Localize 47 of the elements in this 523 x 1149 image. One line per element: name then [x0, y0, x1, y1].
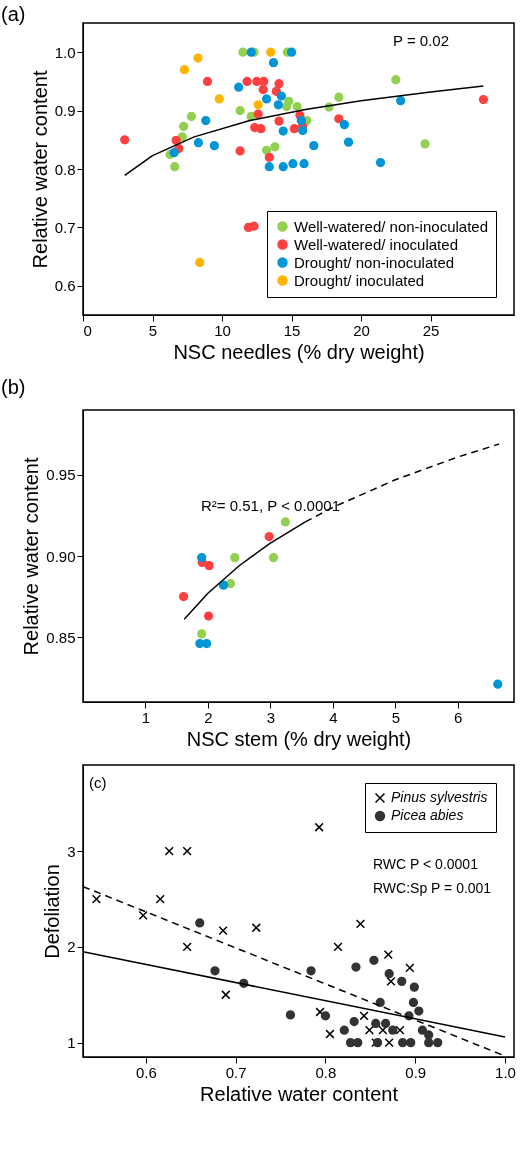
annotation: R²= 0.51, P < 0.0001 [201, 497, 340, 514]
legend-label: Pinus sylvestris [391, 789, 488, 805]
legend-label: Drought/ non-inoculated [294, 253, 455, 271]
legend-label: Drought/ inoculated [294, 271, 425, 289]
y-tick-label: 0.6 [54, 277, 76, 295]
text: (c) [89, 774, 107, 791]
x-tick-label: 3 [266, 708, 276, 726]
annotation: RWC:Sp P = 0.001 [373, 880, 492, 896]
x-axis-title: Relative water content [200, 1082, 399, 1105]
x-axis-title: NSC stem (% dry weight) [186, 727, 412, 750]
y-tick-label: 1.0 [54, 43, 76, 61]
legend-label: Well-watered/ non-inoculated [294, 217, 488, 235]
x-tick-label: 0.8 [315, 1063, 337, 1081]
y-tick-label: 0.7 [54, 218, 76, 236]
x-tick-label: 0.9 [405, 1063, 427, 1081]
x-tick-label: 15 [283, 321, 301, 339]
y-tick-label: 0.95 [46, 466, 76, 484]
y-axis-title: Relative water content [20, 457, 43, 656]
x-tick-label: 6 [454, 708, 463, 726]
y-tick-label: 0.85 [46, 628, 76, 646]
chart-title: (b) [1, 376, 26, 398]
y-tick-label: 3 [67, 842, 76, 860]
x-tick-label: 10 [214, 321, 231, 339]
x-tick-label: 0 [83, 321, 92, 339]
x-tick-label: 0.7 [225, 1063, 247, 1081]
annotation: P = 0.02 [393, 32, 450, 49]
y-tick-label: 0.9 [54, 102, 76, 120]
x-tick-label: 25 [422, 321, 440, 339]
x-tick-label: 0.6 [135, 1063, 157, 1081]
x-tick-label: 4 [329, 708, 338, 726]
chart-title: (a) [1, 3, 26, 25]
annotation: RWC P < 0.0001 [373, 856, 479, 872]
y-tick-label: 2 [67, 938, 76, 956]
x-tick-label: 1 [141, 708, 151, 726]
y-tick-label: 0.90 [46, 547, 76, 565]
legend-label: Well-watered/ inoculated [294, 235, 458, 253]
x-tick-label: 2 [204, 708, 213, 726]
x-tick-label: 5 [391, 708, 400, 726]
x-axis-title: NSC needles (% dry weight) [173, 340, 425, 363]
x-tick-label: 20 [353, 321, 370, 339]
y-tick-label: 1 [67, 1034, 76, 1052]
legend-label: Picea abies [391, 807, 464, 823]
x-tick-label: 1.0 [495, 1063, 516, 1081]
y-axis-title: Relative water content [28, 70, 51, 269]
x-tick-label: 5 [148, 321, 158, 339]
y-tick-label: 0.8 [54, 160, 76, 178]
y-axis-title: Defoliation [41, 864, 64, 959]
